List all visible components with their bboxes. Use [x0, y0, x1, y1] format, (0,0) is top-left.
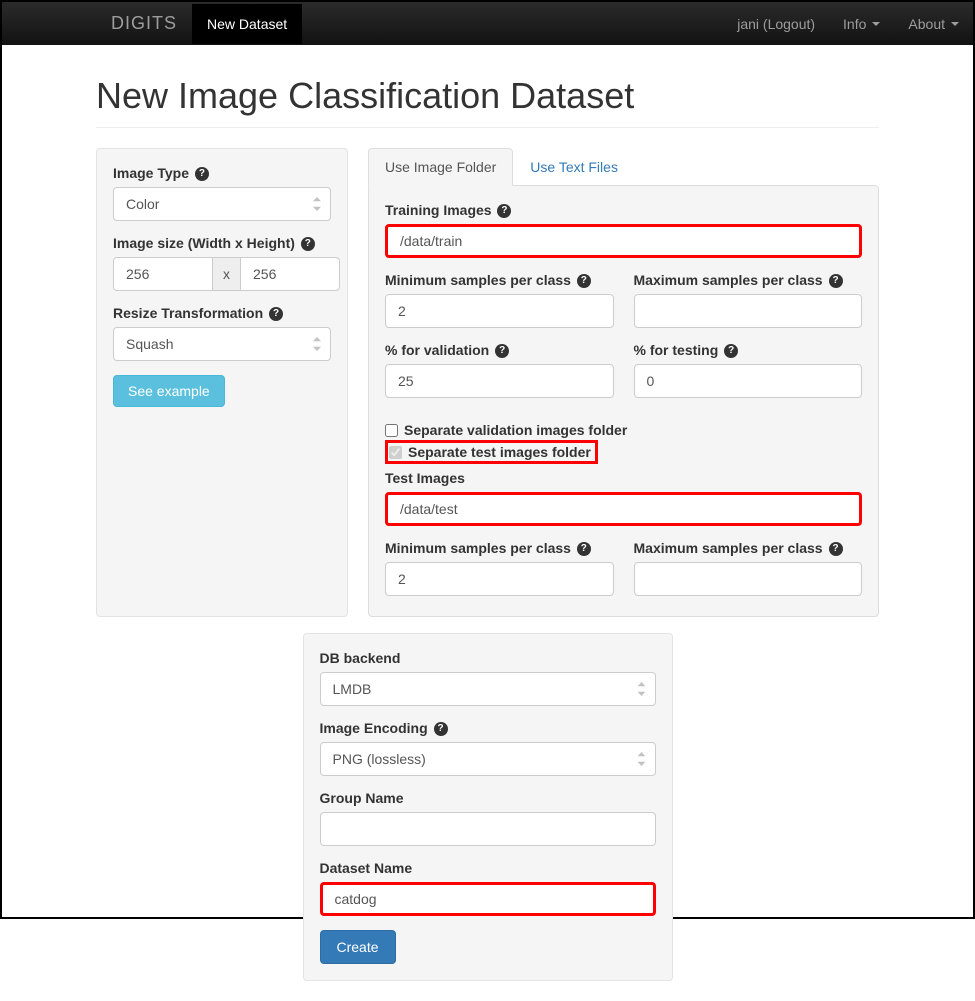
help-icon[interactable]: ? [577, 542, 591, 556]
min-samples2-label: Minimum samples per class [385, 540, 571, 556]
resize-transformation-select[interactable]: Squash [113, 327, 331, 361]
dataset-name-label: Dataset Name [320, 860, 413, 876]
resize-label: Resize Transformation [113, 305, 263, 321]
min-samples2-input[interactable] [385, 562, 614, 596]
nav-about-label: About [908, 16, 945, 32]
nav-info-link[interactable]: Info [829, 4, 894, 44]
main-container: New Image Classification Dataset Image T… [2, 45, 973, 1001]
see-example-button[interactable]: See example [113, 375, 225, 407]
tab-use-image-folder[interactable]: Use Image Folder [368, 148, 513, 186]
nav-logout-link[interactable]: jani (Logout) [723, 4, 829, 44]
separate-validation-row: Separate validation images folder [385, 422, 862, 438]
image-options-panel: Image Type ? Color Image size (Width x H… [96, 148, 348, 617]
training-images-input[interactable] [385, 224, 862, 258]
brand-logo[interactable]: DIGITS [96, 2, 192, 45]
width-input[interactable] [113, 257, 213, 291]
max-samples2-input[interactable] [634, 562, 863, 596]
nav-about-link[interactable]: About [894, 4, 973, 44]
db-backend-label: DB backend [320, 650, 401, 666]
help-icon[interactable]: ? [269, 307, 283, 321]
help-icon[interactable]: ? [495, 344, 509, 358]
pct-testing-input[interactable] [634, 364, 863, 398]
tabs: Use Image Folder Use Text Files [368, 148, 879, 185]
chevron-down-icon [872, 22, 880, 26]
separate-validation-checkbox[interactable] [385, 424, 398, 437]
group-name-label: Group Name [320, 790, 404, 806]
pct-validation-label: % for validation [385, 342, 489, 358]
separate-test-row: Separate test images folder [385, 440, 598, 464]
help-icon[interactable]: ? [829, 542, 843, 556]
height-input[interactable] [240, 257, 340, 291]
pct-validation-input[interactable] [385, 364, 614, 398]
pct-testing-label: % for testing [634, 342, 719, 358]
dataset-name-input[interactable] [320, 882, 656, 916]
min-samples-label: Minimum samples per class [385, 272, 571, 288]
help-icon[interactable]: ? [829, 274, 843, 288]
min-samples-input[interactable] [385, 294, 614, 328]
create-button[interactable]: Create [320, 930, 396, 964]
help-icon[interactable]: ? [301, 237, 315, 251]
separate-test-label: Separate test images folder [408, 444, 591, 460]
separate-validation-label: Separate validation images folder [404, 422, 627, 438]
max-samples2-label: Maximum samples per class [634, 540, 823, 556]
image-type-label: Image Type [113, 165, 189, 181]
help-icon[interactable]: ? [497, 204, 511, 218]
nav-new-dataset[interactable]: New Dataset [192, 4, 302, 44]
training-images-label: Training Images [385, 202, 492, 218]
image-size-label: Image size (Width x Height) [113, 235, 295, 251]
nav-info-label: Info [843, 16, 866, 32]
page-title: New Image Classification Dataset [96, 75, 879, 128]
help-icon[interactable]: ? [195, 167, 209, 181]
dataset-settings-panel: DB backend LMDB Image Encoding ? PNG (lo… [303, 633, 673, 981]
group-name-input[interactable] [320, 812, 656, 846]
folder-tab-content: Training Images ? Minimum samples per cl… [368, 185, 879, 617]
chevron-down-icon [951, 22, 959, 26]
max-samples-input[interactable] [634, 294, 863, 328]
test-images-input[interactable] [385, 492, 862, 526]
help-icon[interactable]: ? [724, 344, 738, 358]
navbar: DIGITS New Dataset jani (Logout) Info Ab… [2, 2, 973, 45]
image-encoding-label: Image Encoding [320, 720, 428, 736]
separate-test-checkbox[interactable] [389, 446, 402, 459]
help-icon[interactable]: ? [434, 722, 448, 736]
max-samples-label: Maximum samples per class [634, 272, 823, 288]
x-separator: x [213, 257, 240, 291]
tab-use-text-files[interactable]: Use Text Files [513, 148, 635, 185]
data-source-panel: Use Image Folder Use Text Files Training… [368, 148, 879, 617]
db-backend-select[interactable]: LMDB [320, 672, 656, 706]
image-type-select[interactable]: Color [113, 187, 331, 221]
help-icon[interactable]: ? [577, 274, 591, 288]
test-images-label: Test Images [385, 470, 465, 486]
image-encoding-select[interactable]: PNG (lossless) [320, 742, 656, 776]
